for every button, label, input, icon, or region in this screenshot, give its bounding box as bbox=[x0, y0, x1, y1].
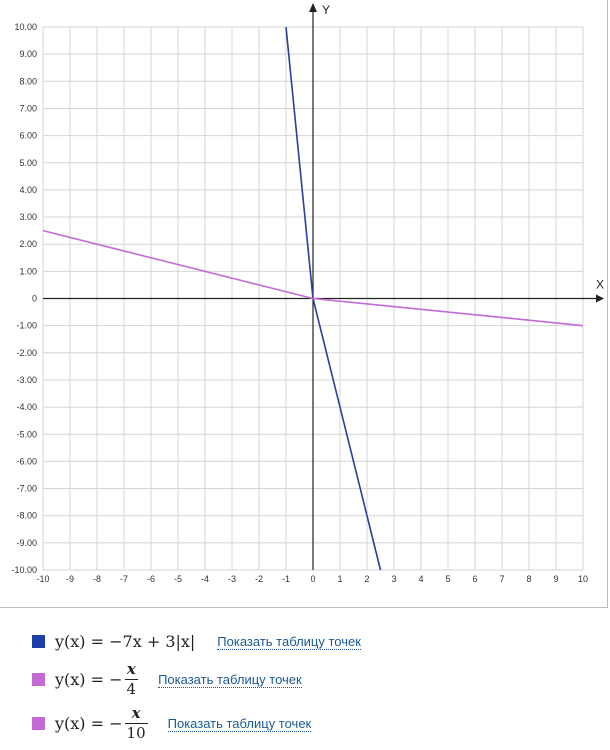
x-tick-label: -10 bbox=[36, 574, 49, 584]
y-tick-label: 8.00 bbox=[19, 76, 37, 86]
y-tick-label: 9.00 bbox=[19, 49, 37, 59]
fraction-denominator-2: 4 bbox=[124, 679, 139, 698]
y-tick-label: -9.00 bbox=[16, 538, 37, 548]
legend-item-1: y(x) = −7x + 3|x| Показать таблицу точек bbox=[32, 632, 361, 651]
x-tick-label: 10 bbox=[578, 574, 588, 584]
fraction-3: x 10 bbox=[124, 704, 148, 742]
y-tick-label: -6.00 bbox=[16, 456, 37, 466]
fraction-denominator-3: 10 bbox=[124, 723, 148, 742]
legend-formula-1: y(x) = −7x + 3|x| bbox=[55, 632, 195, 651]
y-tick-label: -4.00 bbox=[16, 402, 37, 412]
x-tick-label: 0 bbox=[310, 574, 315, 584]
y-tick-label: -2.00 bbox=[16, 348, 37, 358]
x-tick-label: -9 bbox=[66, 574, 74, 584]
plot-frame bbox=[0, 0, 608, 608]
y-axis-label: Y bbox=[322, 3, 330, 17]
legend-item-2: y(x) = − x 4 Показать таблицу точек bbox=[32, 662, 302, 697]
show-points-link-3[interactable]: Показать таблицу точек bbox=[167, 715, 312, 732]
y-tick-label: 5.00 bbox=[19, 158, 37, 168]
x-axis-label: X bbox=[596, 278, 604, 292]
y-tick-label: -8.00 bbox=[16, 511, 37, 521]
formula-text-2: y(x) = − bbox=[55, 670, 123, 689]
y-axis-arrow bbox=[309, 3, 317, 12]
show-points-link-1[interactable]: Показать таблицу точек bbox=[217, 633, 361, 650]
x-tick-label: -4 bbox=[201, 574, 209, 584]
legend-formula-3: y(x) = − x 10 bbox=[55, 706, 148, 741]
series-line-2 bbox=[42, 229, 584, 327]
x-tick-label: -5 bbox=[174, 574, 182, 584]
y-tick-label: 0 bbox=[32, 294, 37, 304]
x-tick-label: 9 bbox=[553, 574, 558, 584]
y-tick-label: -7.00 bbox=[16, 484, 37, 494]
legend-formula-2: y(x) = − x 4 bbox=[55, 660, 139, 698]
legend-swatch-3 bbox=[32, 717, 45, 730]
x-tick-label: 8 bbox=[526, 574, 531, 584]
chart: XY-10 -9 -8 -7 -6 -5 -4 -3 -2 -1 0 1 2 3 4 5 6 7 8 9 1010.00… bbox=[11, 3, 604, 584]
x-tick-label: -1 bbox=[282, 574, 290, 584]
fraction-numerator-2: x bbox=[126, 660, 136, 678]
y-tick-label: 6.00 bbox=[19, 131, 37, 141]
legend-item-3: y(x) = − x 10 Показать таблицу точек bbox=[32, 706, 312, 741]
x-tick-label: 6 bbox=[472, 574, 477, 584]
legend-swatch-2 bbox=[32, 673, 45, 686]
y-tick-label: 10.00 bbox=[14, 22, 37, 32]
y-tick-label: 1.00 bbox=[19, 266, 37, 276]
x-tick-label: -7 bbox=[120, 574, 128, 584]
x-tick-label: -8 bbox=[93, 574, 101, 584]
x-tick-label: 4 bbox=[418, 574, 423, 584]
x-tick-label: -6 bbox=[147, 574, 155, 584]
x-tick-label: -3 bbox=[228, 574, 236, 584]
x-tick-label: 5 bbox=[445, 574, 450, 584]
x-tick-label: 3 bbox=[391, 574, 396, 584]
fraction-numerator-3: x bbox=[131, 704, 141, 722]
y-tick-label: -5.00 bbox=[16, 429, 37, 439]
y-tick-label: 2.00 bbox=[19, 239, 37, 249]
y-tick-label: -1.00 bbox=[16, 321, 37, 331]
formula-text-3: y(x) = − bbox=[55, 714, 123, 733]
show-points-link-2[interactable]: Показать таблицу точек bbox=[158, 671, 302, 688]
y-tick-label: -10.00 bbox=[11, 565, 37, 575]
x-tick-label: 1 bbox=[337, 574, 342, 584]
x-tick-label: -2 bbox=[255, 574, 263, 584]
y-tick-label: -3.00 bbox=[16, 375, 37, 385]
x-tick-label: 2 bbox=[364, 574, 369, 584]
x-tick-label: 7 bbox=[499, 574, 504, 584]
y-tick-label: 4.00 bbox=[19, 185, 37, 195]
y-tick-label: 7.00 bbox=[19, 103, 37, 113]
formula-text-1: y(x) = −7x + 3|x| bbox=[55, 632, 196, 651]
x-axis-arrow bbox=[596, 294, 604, 303]
legend-swatch-1 bbox=[32, 635, 45, 648]
y-tick-label: 3.00 bbox=[19, 212, 37, 222]
fraction-2: x 4 bbox=[124, 660, 139, 698]
